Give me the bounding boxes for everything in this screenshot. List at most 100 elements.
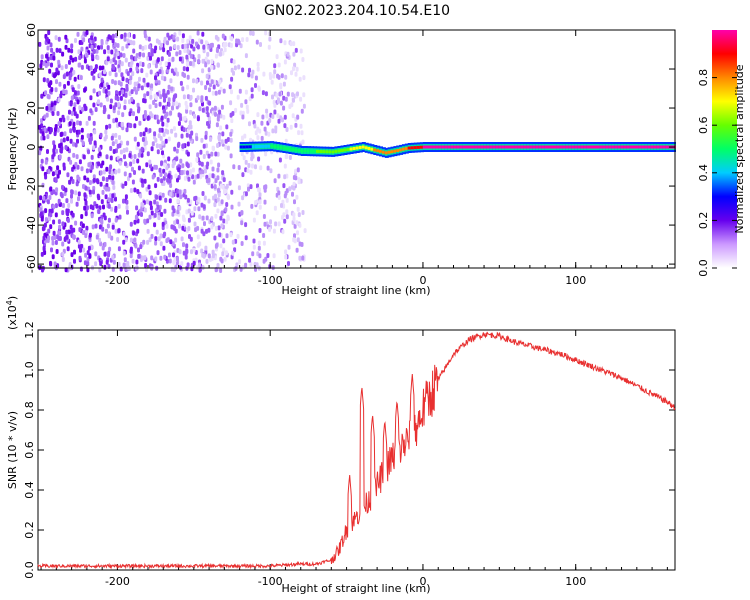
heatmap-cell [98,205,102,211]
signal-band-core [337,149,342,153]
heatmap-cell [41,131,45,137]
heatmap-cell [100,199,104,205]
heatmap-cell [161,121,165,127]
heatmap-cell [282,105,286,111]
heatmap-cell [146,228,150,234]
signal-band-core [384,151,389,155]
heatmap-cell [171,205,175,211]
heatmap-cell [57,198,61,204]
signal-band-core [535,145,540,149]
heatmap-cell [222,114,226,120]
heatmap-cell [230,89,233,95]
heatmap-cell [250,73,254,79]
heatmap-cell [157,80,161,86]
heatmap-cell [215,122,219,128]
heatmap-cell [65,198,69,204]
heatmap-cell [144,140,148,146]
heatmap-cell [165,111,169,117]
heatmap-cell [113,42,117,48]
signal-band-core [444,145,449,149]
heatmap-cell [291,92,295,98]
heatmap-cell [295,66,299,72]
heatmap-cell [229,153,233,159]
heatmap-cell [144,262,148,268]
heatmap-cell [163,39,166,45]
heatmap-cell [178,249,182,255]
snr-ylabel: SNR (10 * v/v) [6,411,19,489]
heatmap-cell [214,151,218,157]
heatmap-cell [248,121,251,127]
heatmap-cell [186,84,190,90]
heatmap-cell [43,250,47,256]
heatmap-cell [94,107,98,112]
heatmap-cell [90,35,94,41]
heatmap-cell [173,44,177,49]
heatmap-cell [224,144,228,150]
heatmap-cell [38,150,42,156]
heatmap-cell [221,251,225,257]
heatmap-cell [257,187,261,193]
heatmap-cell [58,169,61,175]
heatmap-cell [275,54,279,60]
heatmap-cell [201,169,205,175]
heatmap-cell [122,148,126,153]
signal-band-core [632,145,637,149]
heatmap-cell [225,233,229,239]
heatmap-cell [234,107,238,113]
heatmap-cell [146,151,150,157]
heatmap-cell [74,220,78,226]
heatmap-cell [191,174,195,180]
heatmap-cell [164,61,168,67]
heatmap-cell [176,188,180,194]
heatmap-cell [177,112,181,118]
signal-band-core [361,145,366,149]
colorbar: 0.0 0.2 0.4 0.6 0.8 Normalized spectral ampl… [697,30,746,277]
x-tick-label: -200 [105,575,130,588]
heatmap-cell [90,213,94,219]
heatmap-cell [238,259,242,265]
heatmap-cell [133,170,136,175]
signal-band-core [267,144,272,148]
heatmap-cell [262,258,266,264]
heatmap-cell [241,195,245,201]
heatmap-cell [130,96,134,102]
heatmap-cell [71,212,75,218]
heatmap-cell [50,208,54,214]
heatmap-cell [57,219,61,225]
heatmap-cell [222,218,226,224]
heatmap-cell [70,198,73,204]
heatmap-cell [211,90,215,96]
heatmap-cell [74,142,78,148]
heatmap-cell [196,225,200,231]
heatmap-cell [112,105,116,111]
heatmap-cell [135,259,139,265]
heatmap-cell [166,117,170,123]
heatmap-cell [219,183,223,189]
heatmap-cell [168,258,172,264]
heatmap-cell [120,61,124,67]
heatmap-cell [196,44,200,50]
heatmap-cell [207,123,211,129]
heatmap-cell [149,205,153,211]
heatmap-cell [87,115,91,121]
heatmap-cell [47,30,51,36]
signal-band-core [313,149,317,153]
heatmap-cell [105,177,109,182]
heatmap-cell [76,138,79,144]
signal-band-core [355,146,360,150]
heatmap-cell [61,51,65,57]
signal-band-core [593,145,597,149]
heatmap-cell [165,122,169,128]
heatmap-cell [299,48,303,54]
heatmap-cell [75,154,79,160]
heatmap-cell [285,209,289,215]
snr-xlabel: Height of straight line (km) [281,582,430,595]
heatmap-cell [130,54,134,60]
heatmap-cell [208,173,212,179]
heatmap-cell [67,47,71,53]
heatmap-cell [106,56,110,62]
heatmap-cell [74,190,78,196]
heatmap-cell [282,95,286,101]
signal-band-core [574,145,579,149]
